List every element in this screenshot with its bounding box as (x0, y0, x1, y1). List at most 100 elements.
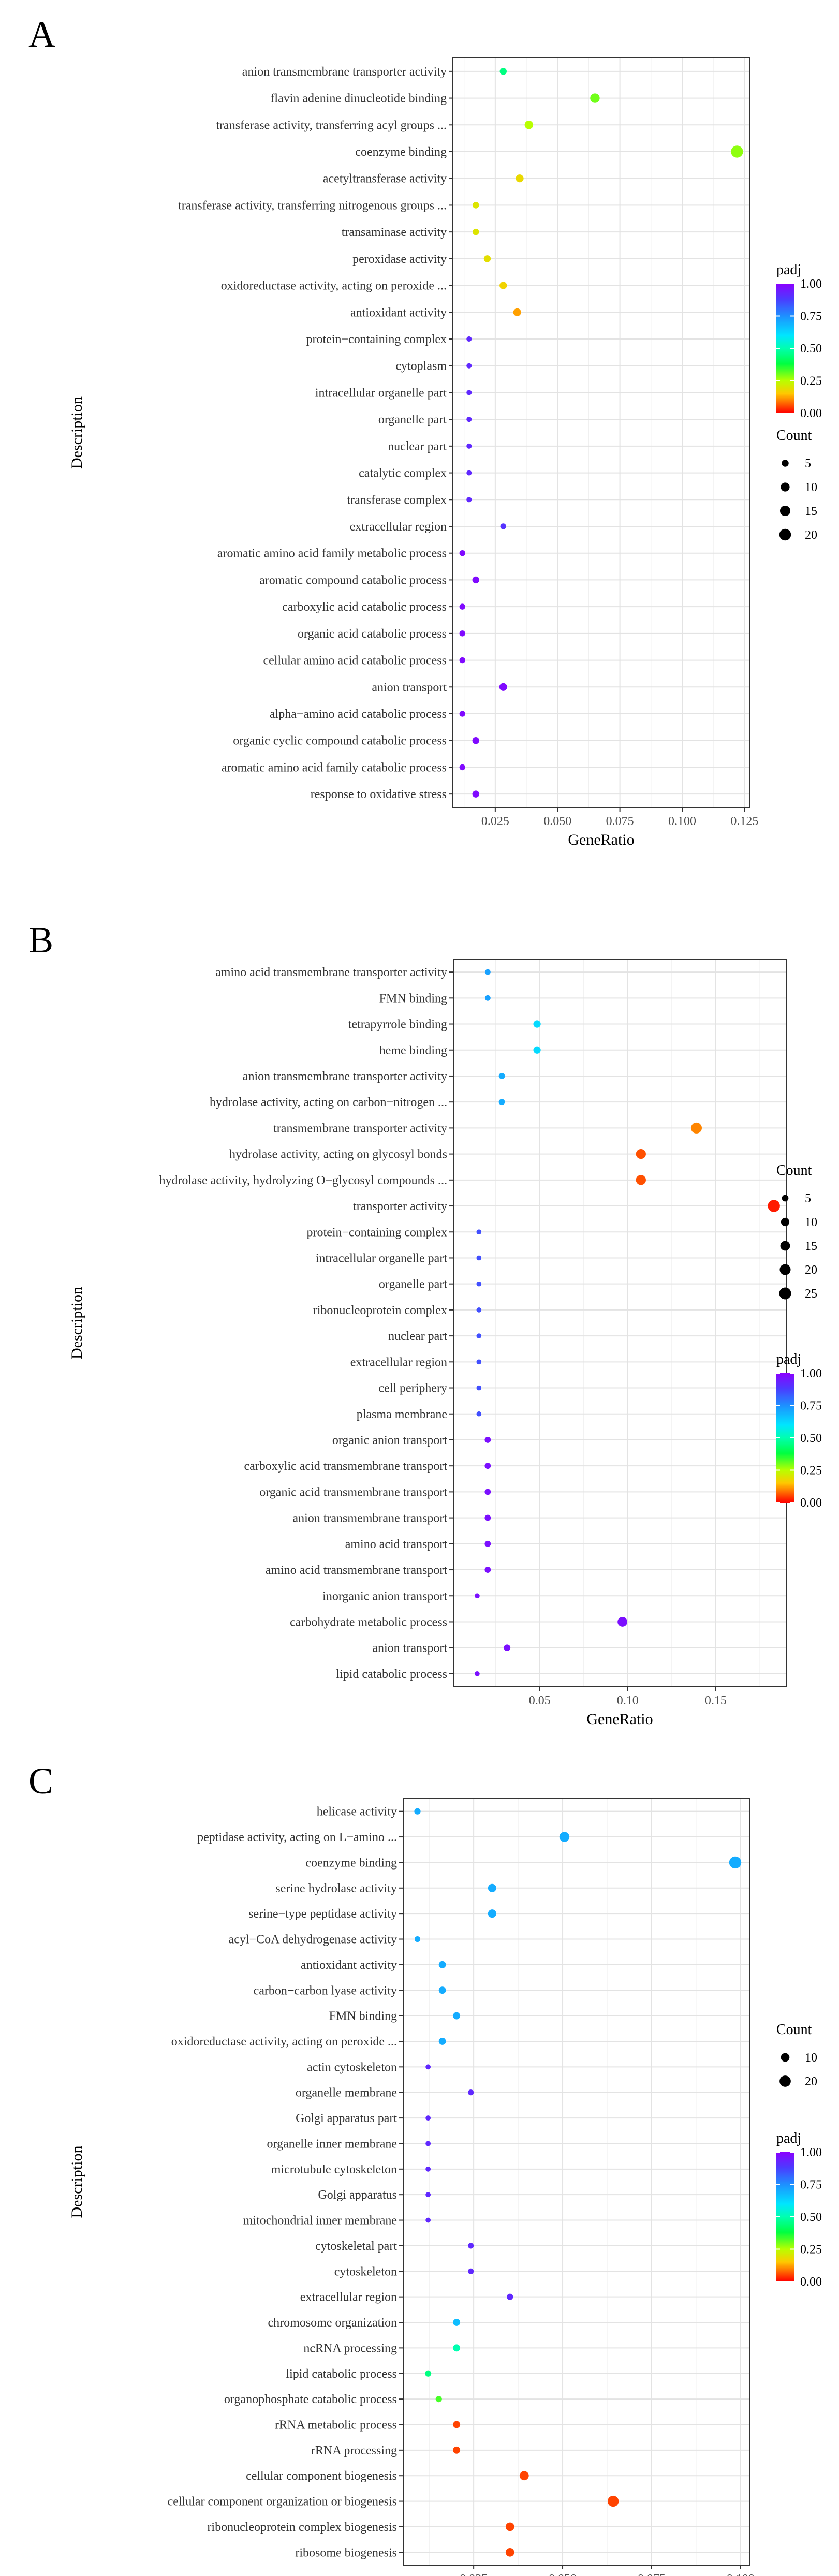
data-point (466, 470, 472, 476)
y-tick-label: extracellular region (350, 1356, 447, 1369)
data-point (499, 683, 507, 691)
legend-count-label: 5 (805, 457, 811, 470)
y-tick-label: cellular component organization or bioge… (168, 2495, 397, 2509)
y-tick-label: inorganic anion transport (322, 1589, 447, 1603)
y-tick-label: plasma membrane (357, 1408, 447, 1421)
y-tick-label: protein−containing complex (306, 333, 447, 346)
y-tick-label: protein−containing complex (307, 1226, 447, 1239)
x-tick-label: 0.075 (638, 2572, 666, 2576)
panel-letter: B (28, 919, 53, 961)
legend-count-key (779, 505, 791, 517)
y-tick-label: peroxidase activity (352, 253, 447, 266)
y-tick-label: carboxylic acid transmembrane transport (244, 1460, 447, 1473)
y-tick-label: antioxidant activity (350, 306, 447, 319)
y-axis-title: Description (68, 1287, 85, 1359)
x-tick-label: 0.15 (705, 1694, 727, 1707)
y-tick-label: transferase complex (347, 493, 447, 507)
data-point (484, 1514, 491, 1521)
data-point (414, 1936, 421, 1942)
data-point (476, 1411, 482, 1417)
y-tick-label: carbohydrate metabolic process (290, 1615, 447, 1629)
y-tick-label: cytoskeleton (334, 2265, 397, 2278)
data-point (453, 2421, 461, 2428)
y-tick-label: transferase activity, transferring nitro… (178, 199, 447, 212)
y-tick-label: organelle inner membrane (267, 2137, 397, 2151)
data-point (513, 308, 521, 316)
y-axis-title: Description (68, 2146, 85, 2218)
y-tick-label: carboxylic acid catabolic process (282, 600, 447, 614)
data-point (475, 1671, 480, 1676)
y-tick-label: anion transmembrane transporter activity (243, 1070, 447, 1083)
y-tick-label: nuclear part (388, 1330, 447, 1343)
data-point (488, 1909, 496, 1918)
data-point (498, 1073, 505, 1079)
data-point (414, 1808, 421, 1815)
y-tick-label: organelle part (379, 1278, 447, 1291)
legend-colorbar-label: 0.75 (800, 310, 822, 323)
data-point (472, 737, 480, 744)
y-tick-label: anion transmembrane transporter activity (242, 65, 447, 79)
legend-count: Count 10 20 (776, 2022, 817, 2088)
data-point (505, 2548, 514, 2557)
legend-colorbar-label: 0.50 (800, 2211, 822, 2224)
y-tick-label: response to oxidative stress (311, 788, 447, 801)
legend-colorbar-label: 0.00 (800, 1496, 822, 1510)
y-tick-label: FMN binding (329, 2010, 397, 2023)
legend-count-title: Count (776, 428, 812, 444)
data-point (459, 630, 466, 637)
data-point (507, 2293, 513, 2300)
data-point (484, 1567, 491, 1573)
y-tick-label: extracellular region (350, 520, 447, 534)
legend-count-key (780, 1241, 790, 1251)
legend-colorbar-label: 0.25 (800, 1464, 822, 1478)
data-point (768, 1200, 780, 1212)
legend-count-key (782, 1195, 789, 1202)
data-point (504, 1644, 511, 1652)
data-point (519, 2471, 529, 2481)
data-point (425, 2370, 432, 2377)
data-point (425, 2166, 431, 2172)
panel-letter: C (28, 1760, 53, 1802)
legend-count-title: Count (776, 1162, 812, 1179)
data-point (473, 228, 479, 235)
data-point (459, 657, 466, 664)
y-tick-label: lipid catabolic process (286, 2367, 397, 2381)
data-point (466, 336, 472, 342)
y-tick-label: organelle part (378, 413, 447, 426)
data-point (425, 2217, 431, 2223)
data-point (484, 1437, 491, 1443)
legend-count-label: 20 (805, 2075, 817, 2088)
y-tick-label: amino acid transmembrane transport (266, 1564, 448, 1577)
legend-colorbar-label: 0.00 (800, 407, 822, 420)
data-point (453, 2319, 461, 2326)
legend-count-key (779, 1264, 791, 1275)
y-tick-label: antioxidant activity (301, 1959, 397, 1972)
legend-colorbar-label: 0.75 (800, 2178, 822, 2192)
data-point (468, 2268, 474, 2274)
data-point (466, 497, 472, 503)
y-tick-label: amino acid transport (345, 1538, 448, 1551)
data-point (473, 202, 479, 209)
y-tick-label: ribonucleoprotein complex (313, 1304, 447, 1317)
y-tick-label: catalytic complex (359, 467, 447, 480)
legend-count-label: 10 (805, 2051, 817, 2065)
legend-count-label: 5 (805, 1192, 811, 1205)
legend-colorbar-label: 0.25 (800, 375, 822, 388)
y-tick-label: cytoskeletal part (315, 2240, 397, 2253)
y-tick-label: oxidoreductase activity, acting on perox… (221, 279, 447, 293)
data-point (690, 1122, 702, 1134)
y-tick-label: extracellular region (300, 2291, 397, 2304)
data-point (559, 1832, 570, 1842)
legend-colorbar-label: 0.00 (800, 2275, 822, 2289)
data-point (453, 2446, 461, 2454)
y-tick-label: anion transmembrane transport (292, 1512, 447, 1525)
y-tick-label: organelle membrane (296, 2086, 397, 2100)
data-point (453, 2344, 461, 2352)
legend-padj-title: padj (776, 262, 801, 278)
y-tick-label: Golgi apparatus (318, 2188, 397, 2202)
